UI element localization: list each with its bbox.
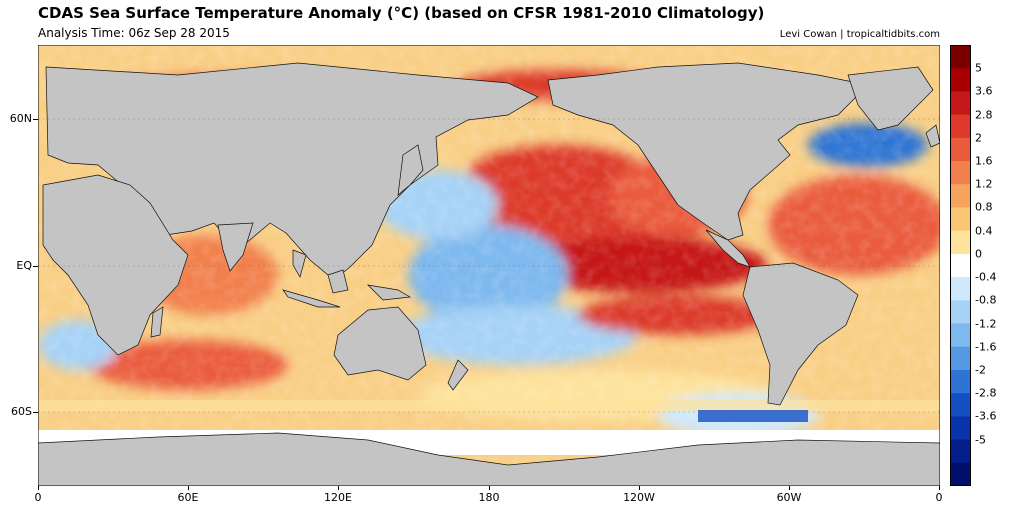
colorbar-swatch bbox=[950, 462, 971, 486]
colorbar-label: 5 bbox=[975, 61, 982, 75]
colorbar-label: -1.2 bbox=[975, 317, 997, 331]
lon-label: 60W bbox=[776, 491, 802, 504]
credit-label: Levi Cowan | tropicaltidbits.com bbox=[779, 29, 940, 40]
colorbar-label: 2.8 bbox=[975, 108, 993, 122]
lon-tick bbox=[939, 486, 940, 490]
colorbar-label: 1.2 bbox=[975, 177, 993, 191]
colorbar-label: -0.4 bbox=[975, 270, 997, 284]
colorbar-label: -3.6 bbox=[975, 409, 997, 423]
lon-label: 180 bbox=[478, 491, 500, 504]
colorbar-swatch bbox=[950, 137, 971, 162]
colorbar-label: 3.6 bbox=[975, 84, 993, 98]
colorbar-label: 0.4 bbox=[975, 224, 993, 238]
lat-tick bbox=[33, 412, 38, 413]
colorbar-swatch bbox=[950, 323, 971, 348]
colorbar-swatch bbox=[950, 114, 971, 139]
colorbar-swatch bbox=[950, 230, 971, 255]
colorbar-swatch bbox=[950, 369, 971, 394]
colorbar-swatch bbox=[950, 300, 971, 325]
graticule bbox=[38, 118, 940, 413]
colorbar-label: 1.6 bbox=[975, 154, 993, 168]
colorbar-swatch bbox=[950, 207, 971, 232]
lon-tick bbox=[489, 486, 490, 490]
colorbar-swatch bbox=[950, 346, 971, 371]
lon-label: 0 bbox=[34, 491, 42, 504]
lat-tick bbox=[33, 119, 38, 120]
colorbar-swatch bbox=[950, 253, 971, 278]
colorbar bbox=[950, 45, 971, 486]
analysis-time: Analysis Time: 06z Sep 28 2015 bbox=[38, 26, 230, 40]
lat-label-60s: 60S bbox=[11, 405, 32, 418]
lon-tick bbox=[639, 486, 640, 490]
colorbar-label: -2 bbox=[975, 363, 986, 377]
lon-tick bbox=[789, 486, 790, 490]
lon-label: 120E bbox=[324, 491, 352, 504]
colorbar-label: -0.8 bbox=[975, 293, 997, 307]
colorbar-swatch bbox=[950, 277, 971, 301]
colorbar-swatch bbox=[950, 45, 971, 69]
map-title: CDAS Sea Surface Temperature Anomaly (°C… bbox=[38, 4, 765, 22]
colorbar-swatch bbox=[950, 184, 971, 208]
colorbar-swatch bbox=[950, 68, 971, 92]
lon-tick bbox=[338, 486, 339, 490]
colorbar-swatch bbox=[950, 439, 971, 464]
colorbar-label: -2.8 bbox=[975, 386, 997, 400]
lon-label: 60E bbox=[177, 491, 199, 504]
colorbar-swatch bbox=[950, 416, 971, 441]
lat-label-60n: 60N bbox=[9, 112, 32, 125]
lon-tick bbox=[188, 486, 189, 490]
colorbar-swatch bbox=[950, 91, 971, 116]
colorbar-swatch bbox=[950, 161, 971, 185]
colorbar-swatch bbox=[950, 393, 971, 417]
lat-tick bbox=[33, 266, 38, 267]
lon-label: 0 bbox=[935, 491, 943, 504]
lon-tick bbox=[38, 486, 39, 490]
sst-anomaly-map bbox=[38, 45, 940, 486]
colorbar-label: -5 bbox=[975, 433, 986, 447]
colorbar-label: 0.8 bbox=[975, 200, 993, 214]
colorbar-label: -1.6 bbox=[975, 340, 997, 354]
lon-label: 120W bbox=[623, 491, 655, 504]
colorbar-label: 0 bbox=[975, 247, 982, 261]
colorbar-label: 2 bbox=[975, 131, 982, 145]
lat-label-eq: EQ bbox=[16, 259, 32, 272]
landmasses bbox=[38, 62, 940, 486]
